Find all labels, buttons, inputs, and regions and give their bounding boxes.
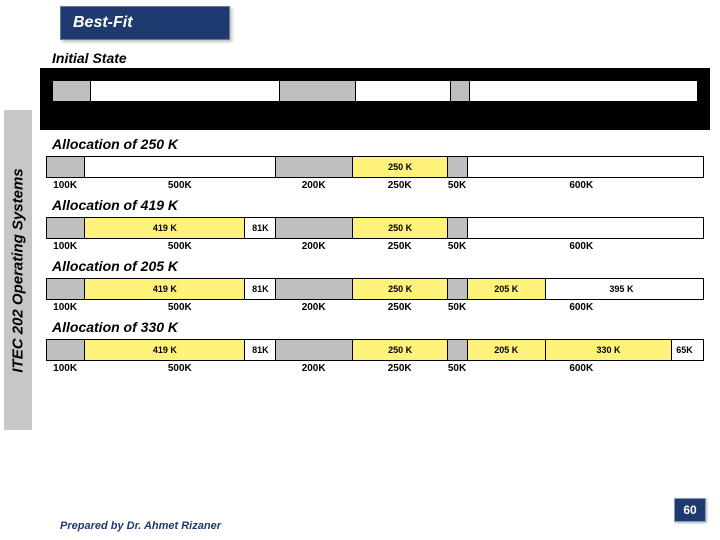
- memory-segment: [448, 340, 467, 360]
- size-label: 50K: [447, 180, 466, 191]
- memory-bar: 419 K81K 250 K: [46, 217, 704, 239]
- memory-segment: [47, 279, 85, 299]
- memory-segment: 205 K: [468, 340, 546, 360]
- size-label: 100K: [46, 241, 84, 252]
- size-labels-row: 100K500K200K250K50K600K: [46, 302, 704, 313]
- memory-segment: 250 K: [353, 279, 449, 299]
- memory-segment: 395 K: [546, 279, 697, 299]
- size-label: 250K: [352, 241, 448, 252]
- memory-segment: [468, 218, 697, 238]
- size-labels-row: 100K500K200K250K50K600K: [46, 363, 704, 374]
- memory-segment: 250 K: [353, 340, 449, 360]
- size-label: 100K: [46, 363, 84, 374]
- memory-bar: [52, 80, 698, 102]
- size-label: 500K: [84, 180, 275, 191]
- size-label: 50K: [447, 302, 466, 313]
- size-label: 250K: [352, 363, 448, 374]
- memory-segment: 250 K: [353, 218, 449, 238]
- content-area: Initial State Allocation of 250 K 250 K 100…: [40, 48, 710, 374]
- size-label: 200K: [275, 302, 351, 313]
- memory-segment: [448, 218, 467, 238]
- size-label: 200K: [275, 180, 351, 191]
- size-labels-row: 100K500K200K250K50K600K: [46, 241, 704, 252]
- size-label: 200K: [275, 363, 351, 374]
- memory-segment: [53, 81, 91, 101]
- memory-segment: [448, 279, 467, 299]
- size-label: 50K: [447, 241, 466, 252]
- memory-segment: [276, 340, 352, 360]
- initial-state-wrap: [40, 68, 710, 130]
- size-label: 600K: [467, 363, 696, 374]
- memory-segment: [91, 81, 280, 101]
- memory-segment: [451, 81, 470, 101]
- section-label: Allocation of 250 K: [52, 136, 710, 152]
- memory-segment: [470, 81, 697, 101]
- page-number: 60: [674, 498, 706, 522]
- memory-segment: [356, 81, 451, 101]
- memory-segment: 250 K: [353, 157, 449, 177]
- memory-segment: [280, 81, 356, 101]
- memory-segment: [85, 157, 276, 177]
- size-labels-row: 100K500K200K250K50K600K: [46, 180, 704, 191]
- memory-bar: 250 K: [46, 156, 704, 178]
- memory-segment: [47, 340, 85, 360]
- memory-segment: [276, 279, 352, 299]
- slide-title: Best-Fit: [60, 6, 230, 40]
- memory-segment: 330 K: [546, 340, 672, 360]
- memory-segment: 81K: [245, 340, 276, 360]
- memory-segment: [468, 157, 697, 177]
- memory-segment: 205 K: [468, 279, 546, 299]
- size-label: 600K: [467, 241, 696, 252]
- size-label: 500K: [84, 363, 275, 374]
- size-label: 500K: [84, 302, 275, 313]
- memory-bar: 419 K81K 250 K 205 K330 K65K: [46, 339, 704, 361]
- memory-segment: [276, 218, 352, 238]
- footer-author: Prepared by Dr. Ahmet Rizaner: [60, 520, 221, 532]
- memory-segment: 419 K: [85, 218, 245, 238]
- section-label: Allocation of 419 K: [52, 197, 710, 213]
- section-label: Allocation of 205 K: [52, 258, 710, 274]
- section-label: Allocation of 330 K: [52, 319, 710, 335]
- size-label: 200K: [275, 241, 351, 252]
- size-label: 600K: [467, 180, 696, 191]
- size-label: 500K: [84, 241, 275, 252]
- memory-segment: 81K: [245, 279, 276, 299]
- size-label: 100K: [46, 180, 84, 191]
- size-label: 600K: [467, 302, 696, 313]
- size-label: 250K: [352, 302, 448, 313]
- memory-bar: 419 K81K 250 K 205 K395 K: [46, 278, 704, 300]
- course-label: ITEC 202 Operating Systems: [10, 168, 27, 372]
- memory-segment: 81K: [245, 218, 276, 238]
- memory-segment: [448, 157, 467, 177]
- memory-segment: 65K: [672, 340, 697, 360]
- memory-segment: 419 K: [85, 279, 245, 299]
- memory-segment: [47, 218, 85, 238]
- memory-segment: [276, 157, 352, 177]
- memory-segment: [47, 157, 85, 177]
- memory-segment: 419 K: [85, 340, 245, 360]
- size-label: 250K: [352, 180, 448, 191]
- size-label: 100K: [46, 302, 84, 313]
- size-label: 50K: [447, 363, 466, 374]
- course-sidebar: ITEC 202 Operating Systems: [4, 110, 32, 430]
- section-label: Initial State: [52, 50, 710, 66]
